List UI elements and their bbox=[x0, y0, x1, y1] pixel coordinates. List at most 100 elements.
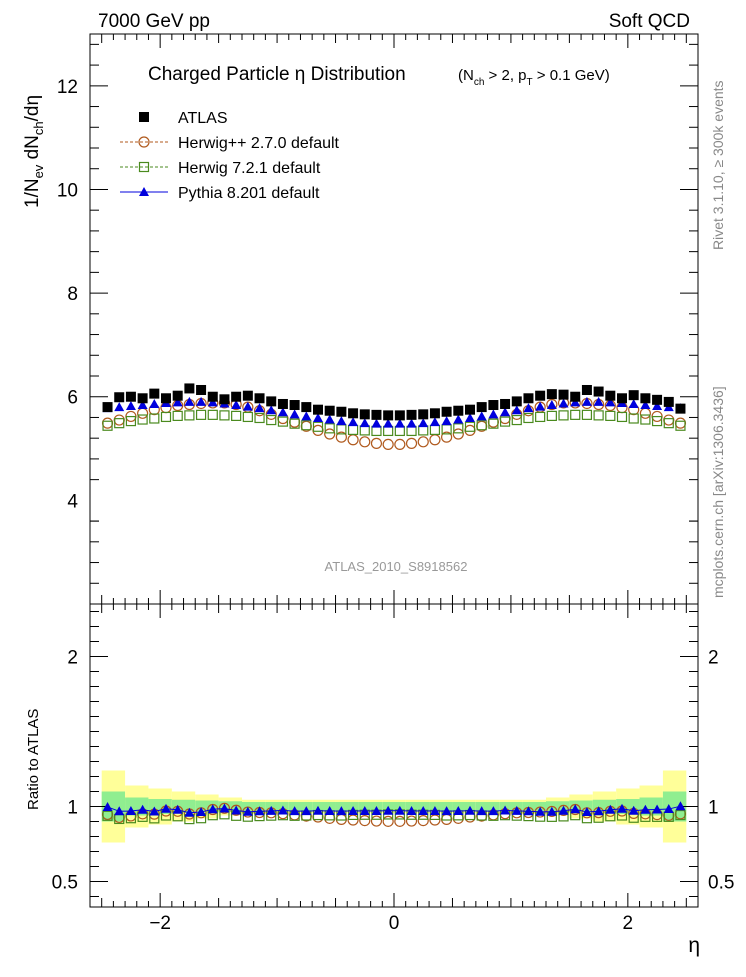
ratio-point bbox=[230, 804, 242, 816]
legend-marker bbox=[139, 187, 149, 196]
main-point bbox=[441, 406, 452, 417]
main-point bbox=[125, 415, 137, 427]
main-point bbox=[651, 415, 663, 427]
stat-uncertainty-band bbox=[475, 802, 500, 811]
main-point bbox=[219, 410, 230, 421]
main-point bbox=[652, 394, 663, 405]
watermark-analysis-id: ATLAS_2010_S8918562 bbox=[325, 559, 468, 574]
main-point bbox=[195, 409, 207, 420]
x-tick-label: −2 bbox=[149, 913, 171, 934]
ratio-point bbox=[102, 801, 113, 811]
main-point bbox=[511, 396, 522, 407]
main-point bbox=[405, 437, 418, 449]
ratio-point bbox=[359, 814, 371, 827]
x-tick-label: 0 bbox=[389, 913, 400, 934]
main-point bbox=[196, 396, 207, 406]
stat-uncertainty-band bbox=[288, 802, 313, 811]
y-tick-label: 0.5 bbox=[52, 873, 78, 894]
main-point bbox=[394, 410, 405, 421]
ratio-point bbox=[394, 815, 406, 827]
main-point bbox=[417, 436, 429, 448]
legend-label: Herwig 7.2.1 default bbox=[178, 160, 321, 177]
main-point bbox=[394, 438, 406, 450]
main-point bbox=[184, 383, 195, 394]
main-point bbox=[581, 396, 592, 406]
ratio-y-axis-label: Ratio to ATLAS bbox=[25, 709, 42, 810]
main-point bbox=[231, 410, 242, 421]
main-point bbox=[511, 405, 522, 415]
main-point bbox=[137, 400, 148, 410]
ratio-point bbox=[102, 810, 113, 821]
legend-marker bbox=[138, 161, 150, 173]
stat-uncertainty-band bbox=[335, 802, 359, 811]
main-point bbox=[605, 397, 616, 407]
main-point bbox=[639, 407, 651, 419]
main-title-cuts: (Nch > 2, pT > 0.1 GeV) bbox=[458, 67, 610, 88]
main-point bbox=[347, 434, 359, 446]
main-point bbox=[429, 434, 441, 446]
ratio-point bbox=[675, 801, 686, 811]
main-point bbox=[605, 390, 616, 401]
main-point bbox=[324, 405, 335, 416]
main-point bbox=[324, 428, 336, 440]
main-point bbox=[289, 418, 300, 429]
x-axis-label: η bbox=[688, 934, 700, 957]
main-point bbox=[406, 418, 417, 428]
main-point bbox=[383, 410, 394, 421]
main-point bbox=[101, 417, 114, 429]
main-point bbox=[231, 391, 242, 402]
main-point bbox=[418, 409, 429, 420]
main-point bbox=[406, 425, 417, 437]
main-point bbox=[347, 424, 359, 435]
main-point bbox=[113, 414, 125, 426]
main-point bbox=[149, 398, 160, 408]
main-point bbox=[546, 410, 557, 421]
main-point bbox=[371, 425, 382, 437]
main-point bbox=[429, 424, 441, 435]
header-category-label: Soft QCD bbox=[609, 11, 690, 32]
main-point bbox=[593, 396, 604, 406]
main-point bbox=[207, 397, 218, 407]
main-point bbox=[617, 393, 627, 404]
main-point bbox=[628, 398, 639, 408]
stat-uncertainty-band bbox=[218, 801, 242, 812]
main-point bbox=[464, 421, 476, 432]
main-point bbox=[102, 402, 113, 413]
main-point bbox=[581, 409, 593, 420]
stat-uncertainty-band bbox=[382, 802, 406, 811]
main-point bbox=[359, 409, 370, 420]
y-tick-label: 12 bbox=[57, 77, 78, 98]
main-point bbox=[523, 403, 534, 413]
main-point bbox=[593, 410, 604, 421]
main-point bbox=[312, 421, 324, 432]
main-point bbox=[137, 407, 149, 419]
main-point bbox=[231, 400, 242, 410]
main-point bbox=[394, 425, 405, 437]
rivet-version-label: Rivet 3.1.10, ≥ 300k events bbox=[710, 80, 726, 250]
main-point bbox=[125, 401, 136, 411]
main-point bbox=[196, 384, 207, 395]
main-point bbox=[488, 418, 499, 429]
main-point bbox=[114, 392, 125, 403]
main-point bbox=[464, 424, 476, 437]
main-point bbox=[207, 391, 218, 402]
main-point bbox=[476, 411, 487, 421]
main-point bbox=[465, 412, 475, 422]
stat-uncertainty-band bbox=[662, 791, 687, 822]
main-point bbox=[441, 431, 453, 443]
main-point bbox=[406, 409, 417, 420]
stat-uncertainty-band bbox=[242, 802, 266, 811]
main-point bbox=[348, 408, 359, 419]
main-data-marks bbox=[101, 383, 687, 450]
main-point bbox=[616, 411, 628, 423]
main-point bbox=[511, 414, 522, 426]
main-point bbox=[663, 414, 675, 426]
main-point bbox=[476, 402, 487, 413]
main-point bbox=[523, 412, 534, 424]
main-point bbox=[675, 403, 686, 414]
legend-label: Herwig++ 2.7.0 default bbox=[178, 135, 340, 152]
main-point bbox=[336, 416, 347, 426]
main-point bbox=[628, 413, 639, 424]
main-point bbox=[312, 424, 324, 437]
